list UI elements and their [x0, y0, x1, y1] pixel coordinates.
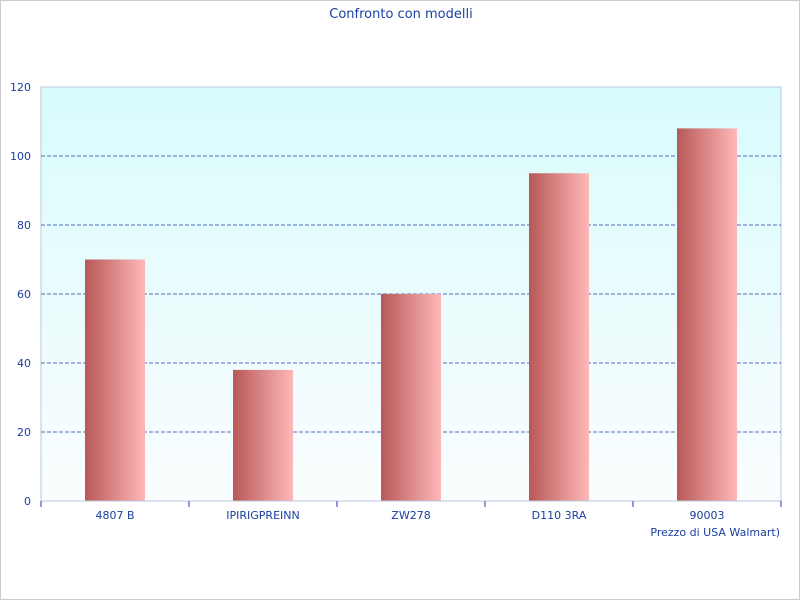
bars	[85, 128, 737, 501]
bar-d110-3ra	[529, 173, 589, 501]
x-tick-label: 4807 B	[95, 509, 134, 522]
y-tick-label: 60	[17, 288, 31, 301]
x-tick-label: D110 3RA	[532, 509, 587, 522]
bar-90003	[677, 128, 737, 501]
axes	[40, 500, 782, 507]
bar-4807-b	[85, 259, 145, 501]
x-tick-label: ZW278	[391, 509, 430, 522]
x-tick-label: 90003	[690, 509, 725, 522]
bar-zw278	[381, 294, 441, 501]
y-tick-label: 0	[24, 495, 31, 508]
y-tick-label: 100	[10, 150, 31, 163]
chart-title: Confronto con modelli	[329, 7, 472, 22]
y-tick-labels: 0 20 40 60 80 100 120	[10, 81, 31, 508]
y-tick-label: 120	[10, 81, 31, 94]
x-axis-label: Prezzo di USA Walmart)	[650, 526, 780, 539]
bar-ipirigpreinn	[233, 369, 293, 501]
y-tick-label: 40	[17, 357, 31, 370]
y-tick-label: 80	[17, 219, 31, 232]
x-tick-labels: 4807 B IPIRIGPREINN ZW278 D110 3RA 90003	[95, 509, 724, 522]
y-tick-label: 20	[17, 426, 31, 439]
x-tick-label: IPIRIGPREINN	[226, 509, 299, 522]
